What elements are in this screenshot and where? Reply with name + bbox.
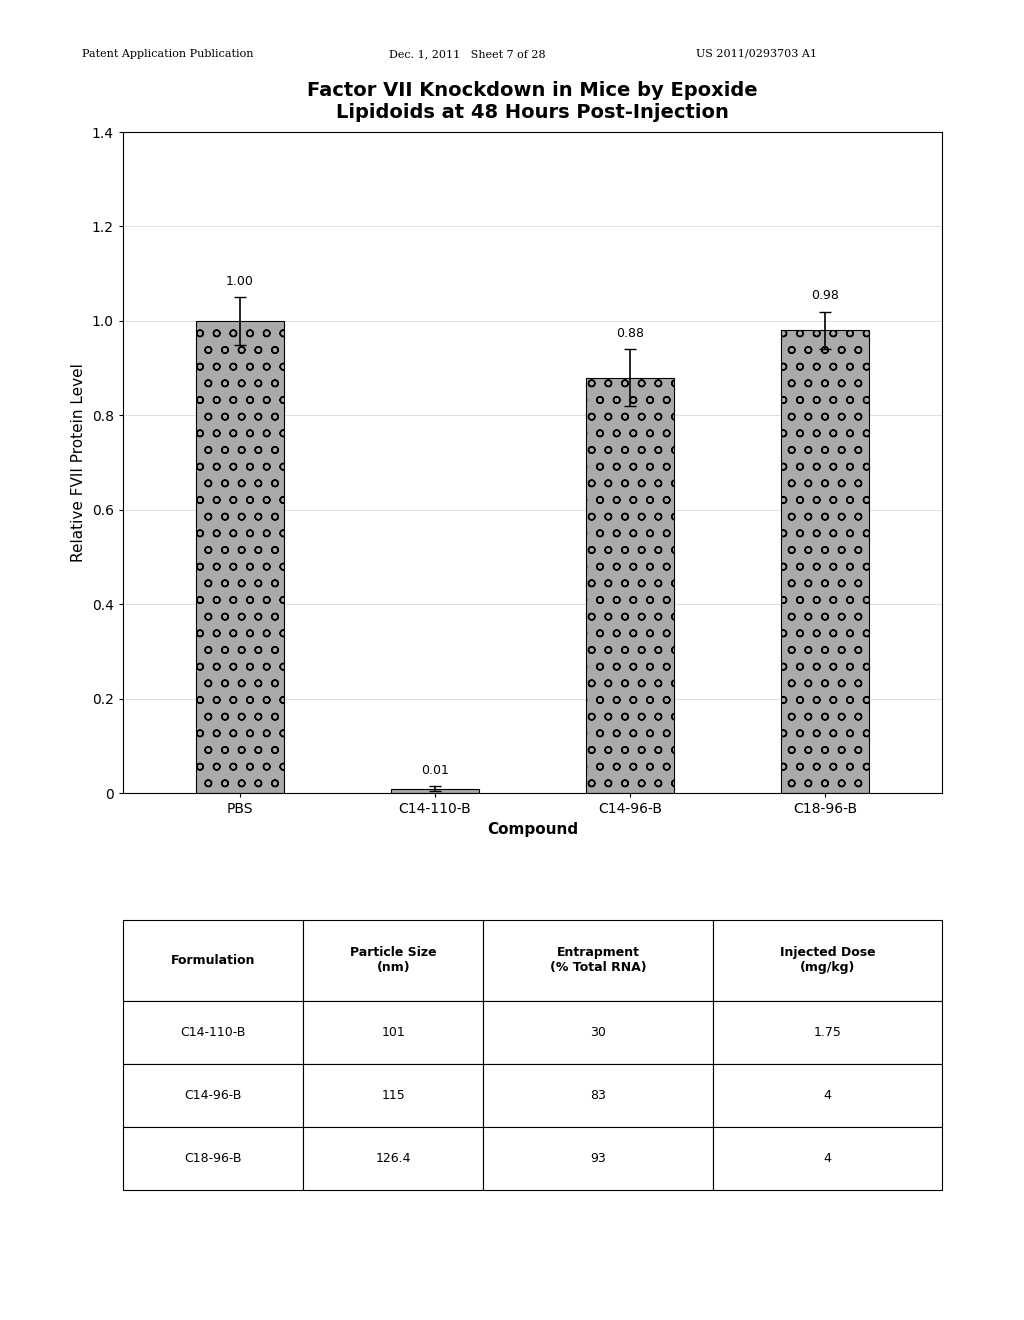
Text: 0.98: 0.98 [811,289,839,302]
Text: Dec. 1, 2011   Sheet 7 of 28: Dec. 1, 2011 Sheet 7 of 28 [389,49,546,59]
Y-axis label: Relative FVII Protein Level: Relative FVII Protein Level [72,363,86,562]
Text: 0.88: 0.88 [616,327,644,339]
Text: 0.01: 0.01 [421,764,449,777]
Bar [391,789,479,793]
Bar [196,321,284,793]
Title: Factor VII Knockdown in Mice by Epoxide
Lipidoids at 48 Hours Post-Injection: Factor VII Knockdown in Mice by Epoxide … [307,81,758,123]
Text: Patent Application Publication: Patent Application Publication [82,49,253,59]
Bar [586,378,674,793]
Bar [781,330,869,793]
X-axis label: Compound: Compound [487,822,578,837]
Text: 1.00: 1.00 [226,275,254,288]
Text: US 2011/0293703 A1: US 2011/0293703 A1 [696,49,817,59]
